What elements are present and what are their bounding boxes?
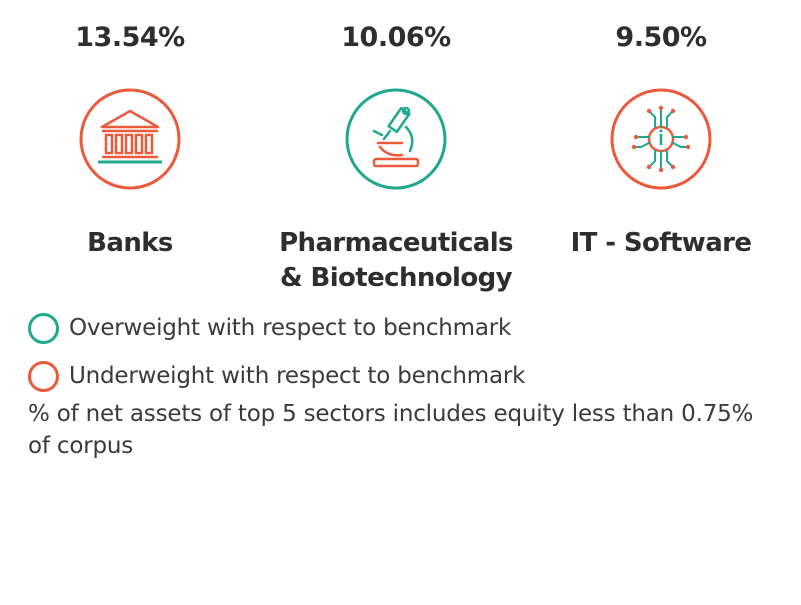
sector-name: Banks	[0, 226, 260, 261]
legend-overweight-label: Overweight with respect to benchmark	[69, 315, 512, 341]
sector-name: Pharmaceuticals & Biotechnology	[266, 226, 526, 296]
microscope-icon	[344, 87, 448, 191]
circuit-chip-icon	[609, 87, 713, 191]
sector-percent: 9.50%	[615, 22, 707, 53]
overweight-circle-icon	[28, 312, 59, 344]
footnote: % of net assets of top 5 sectors include…	[28, 401, 754, 459]
legend-underweight-label: Underweight with respect to benchmark	[69, 363, 526, 389]
underweight-circle-icon	[28, 360, 59, 392]
sector-name-line2: & Biotechnology	[279, 263, 513, 293]
legend-overweight: Overweight with respect to benchmark	[28, 310, 511, 346]
sector-name-line1: IT - Software	[570, 228, 752, 258]
bank-icon	[78, 87, 182, 191]
sector-name: IT - Software	[531, 226, 791, 261]
sector-name-line1: Pharmaceuticals	[279, 228, 513, 258]
legend-underweight: Underweight with respect to benchmark	[28, 358, 525, 394]
sector-percent: 13.54%	[75, 22, 185, 53]
sector-name-line1: Banks	[87, 228, 173, 258]
sector-percent: 10.06%	[341, 22, 451, 53]
